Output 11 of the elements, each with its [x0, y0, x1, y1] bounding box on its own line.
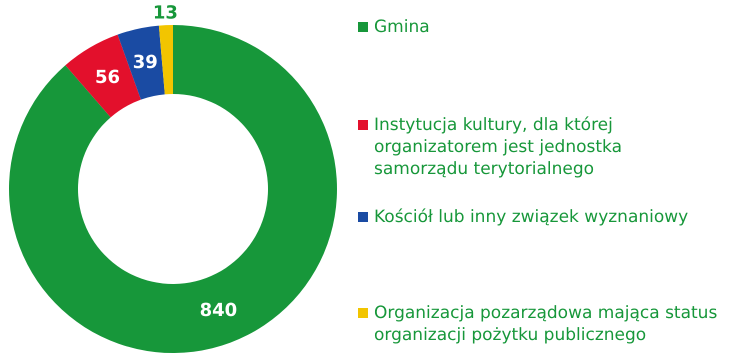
legend-label: Kościół lub inny związek wyznaniowy [374, 206, 690, 228]
donut-slice [9, 25, 337, 353]
legend-label: Gmina [374, 16, 431, 38]
data-label: 840 [200, 300, 238, 321]
data-label: 13 [152, 2, 178, 24]
legend-label: Organizacja pozarządowa mająca status organizacji pożytku publicznego [374, 302, 718, 346]
legend-label: Instytucja kultury, dla której organizatorem jest jednostka samorządu terytorialnego [374, 114, 623, 180]
donut-slice [118, 26, 165, 100]
donut-slice [158, 25, 173, 94]
data-label: 39 [132, 52, 158, 73]
data-label: 56 [94, 66, 120, 88]
